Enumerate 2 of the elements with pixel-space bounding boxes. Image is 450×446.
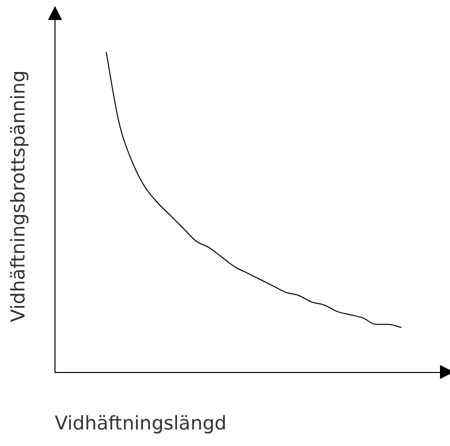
y-axis-title: Vidhäftningsbrottspänning xyxy=(7,70,30,322)
x-axis-title: Vidhäftningslängd xyxy=(54,412,227,435)
